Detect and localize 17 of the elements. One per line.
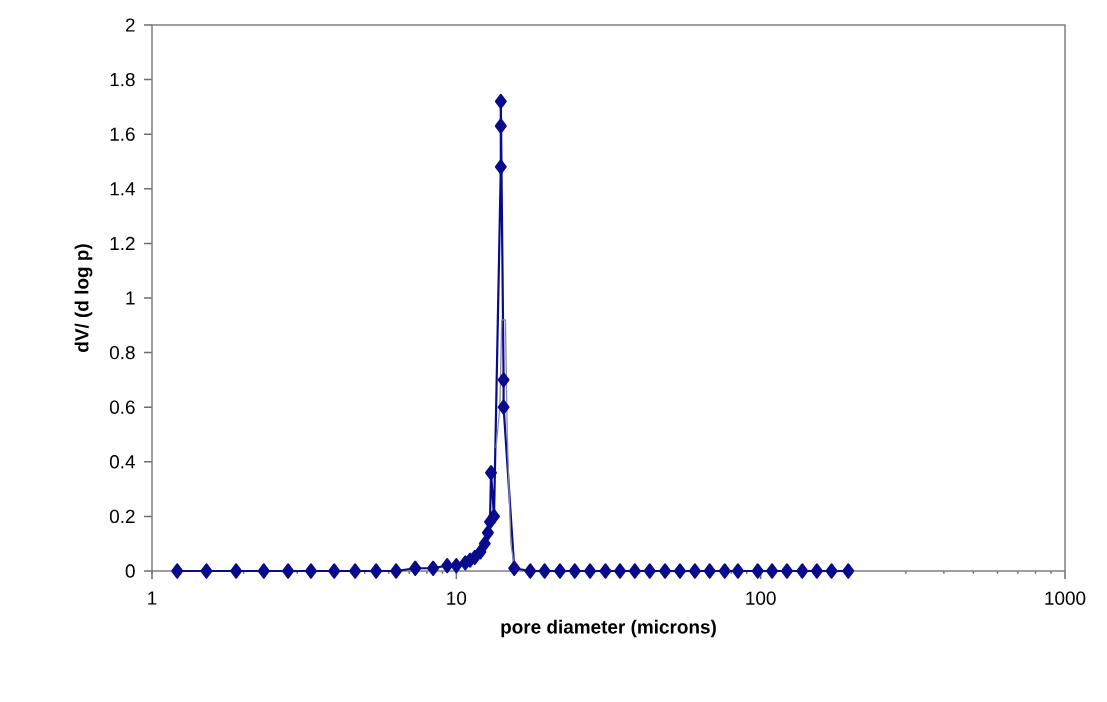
x-tick-label: 1000: [1045, 591, 1086, 605]
y-tick-label: 0.6: [109, 400, 135, 414]
y-tick-label: 2: [125, 18, 135, 32]
y-tick-label: 0.4: [109, 455, 135, 469]
y-tick-label: 1.6: [110, 127, 135, 141]
y-tick-label: 1: [126, 291, 135, 305]
y-tick-label: 0: [125, 564, 135, 578]
x-tick-label: 10: [447, 591, 467, 605]
x-tick-label: 100: [746, 591, 776, 605]
y-tick-label: 0.8: [109, 345, 135, 360]
y-tick-label: 1.4: [110, 182, 135, 196]
y-axis-title: dV/ (d log p): [74, 244, 93, 352]
x-tick-label: 1: [148, 591, 157, 605]
y-tick-label: 1.2: [110, 236, 135, 250]
y-tick-label: 1.8: [110, 72, 135, 87]
x-axis-title: pore diameter (microns): [501, 619, 716, 638]
y-tick-label: 0.2: [109, 509, 135, 524]
